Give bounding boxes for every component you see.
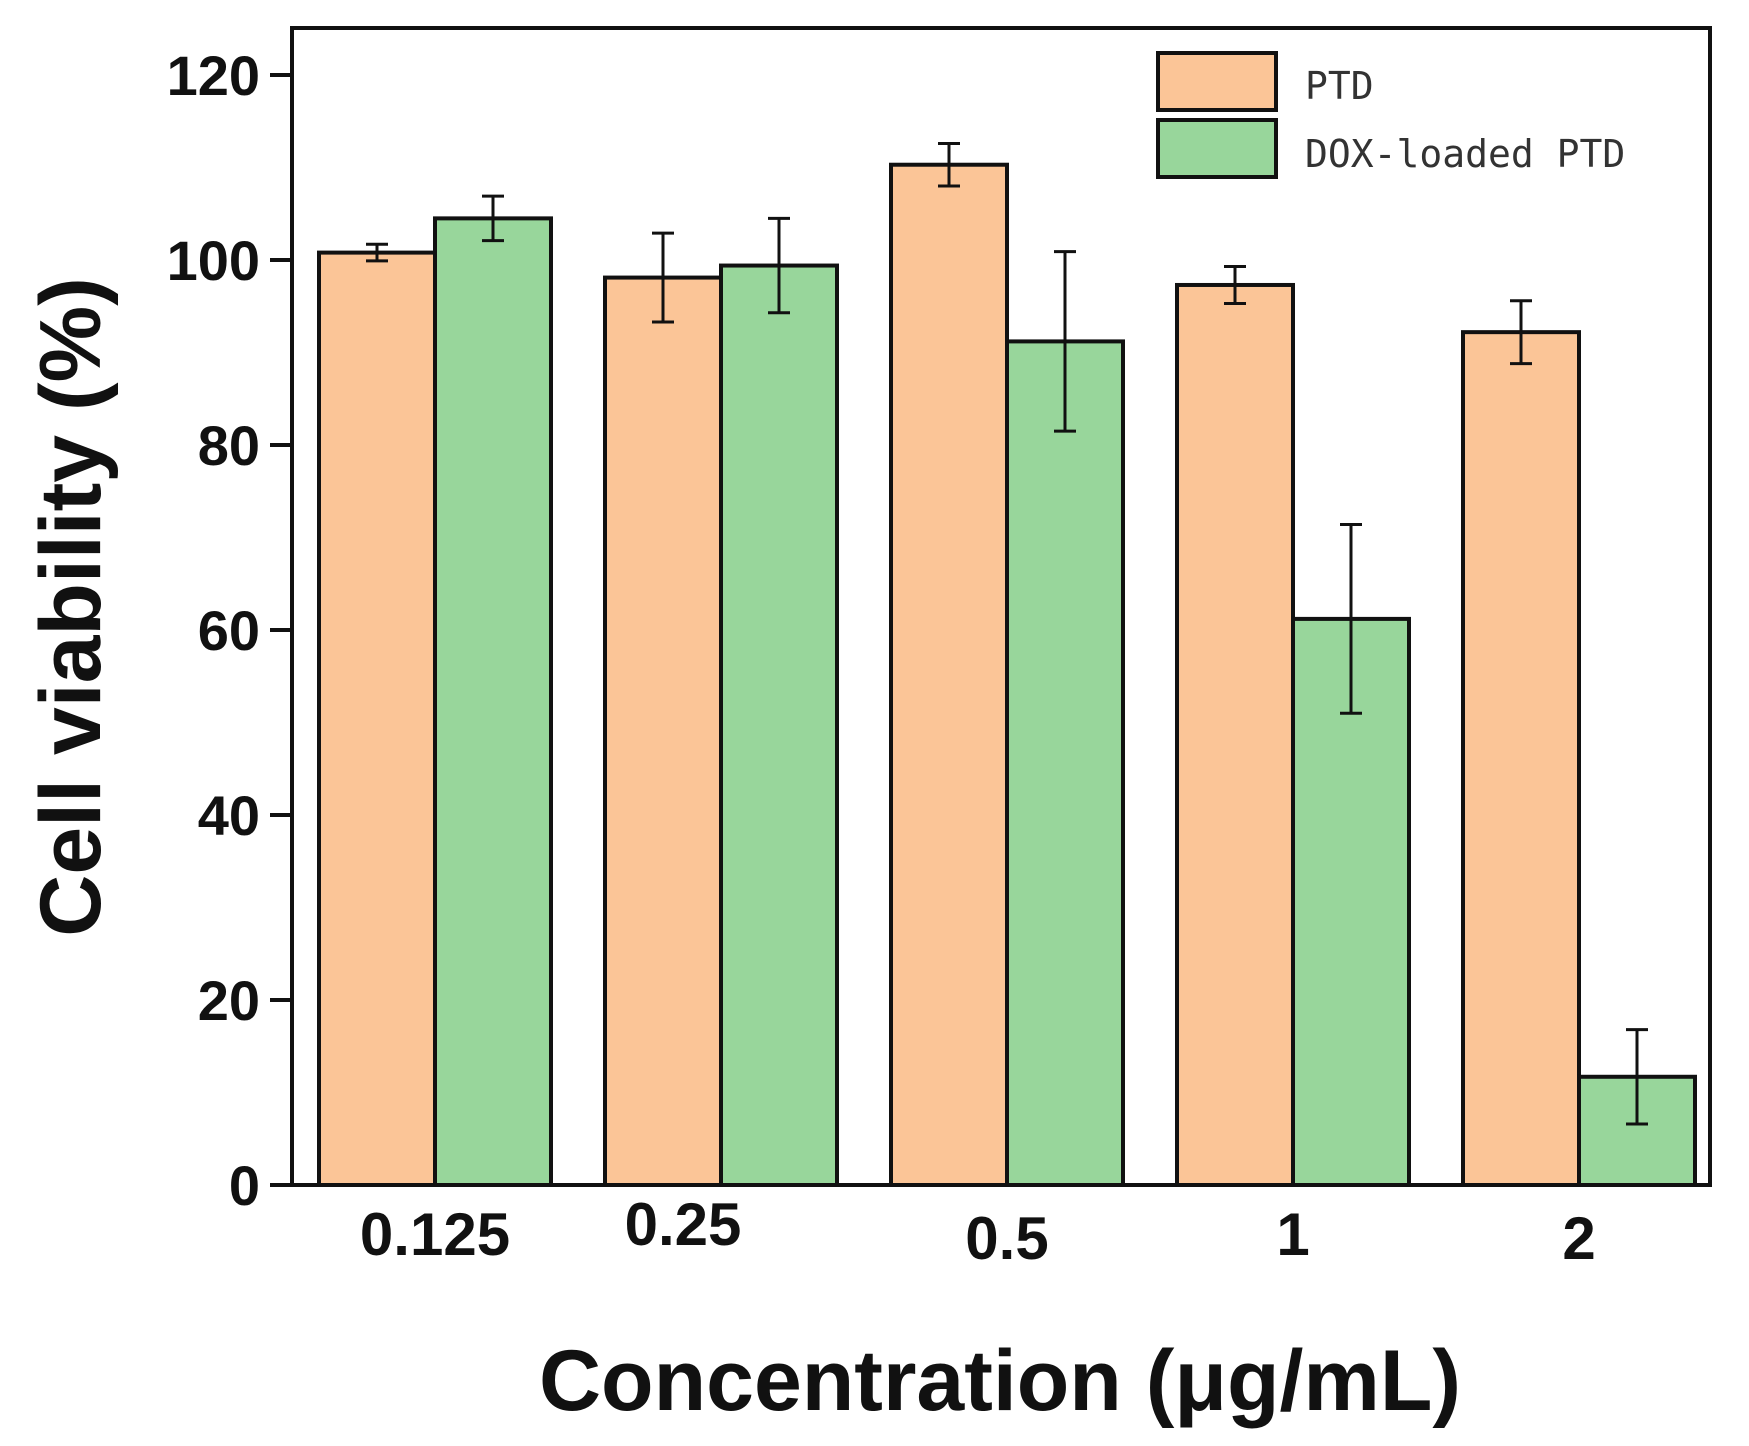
- y-tick-label: 0: [229, 1154, 260, 1217]
- y-tick-label: 120: [167, 44, 260, 107]
- y-tick-label: 80: [198, 414, 260, 477]
- y-tick-label: 100: [167, 229, 260, 292]
- bar-dox-loaded-ptd-0.25: [719, 263, 839, 1187]
- bar-ptd-1: [1175, 282, 1295, 1188]
- legend: PTD DOX-loaded PTD: [1156, 51, 1625, 179]
- y-axis: 0 20 40 60 80 100 120: [167, 28, 294, 1217]
- x-tick-label: 1: [1276, 1201, 1309, 1268]
- y-tick-label: 60: [198, 599, 260, 662]
- bar-ptd-0.5: [889, 162, 1009, 1188]
- x-axis-title: Concentration (μg/mL): [539, 1333, 1461, 1429]
- x-axis: 0.125 0.25 0.5 1 2: [360, 1191, 1596, 1272]
- bar-ptd-0.125: [317, 250, 437, 1188]
- errorbars-layer: [366, 141, 1648, 1126]
- legend-swatch-dox-loaded-ptd: [1156, 118, 1278, 179]
- bar-ptd-2: [1461, 330, 1581, 1187]
- bar-dox-loaded-ptd-0.125: [433, 216, 553, 1187]
- bars-layer: [317, 162, 1697, 1188]
- y-tick-label: 20: [198, 969, 260, 1032]
- x-tick-label: 0.25: [625, 1191, 742, 1258]
- x-tick-label: 0.5: [965, 1205, 1048, 1272]
- x-tick-label: 2: [1562, 1205, 1595, 1272]
- legend-swatch-ptd: [1156, 51, 1278, 112]
- legend-label-ptd: PTD: [1305, 64, 1374, 108]
- bar-ptd-0.25: [603, 275, 723, 1187]
- x-tick-label: 0.125: [360, 1201, 510, 1268]
- legend-label-dox-loaded-ptd: DOX-loaded PTD: [1305, 132, 1625, 176]
- bar-dox-loaded-ptd-0.5: [1005, 339, 1125, 1187]
- y-tick-label: 40: [198, 784, 260, 847]
- y-axis-title: Cell viability (%): [23, 277, 119, 937]
